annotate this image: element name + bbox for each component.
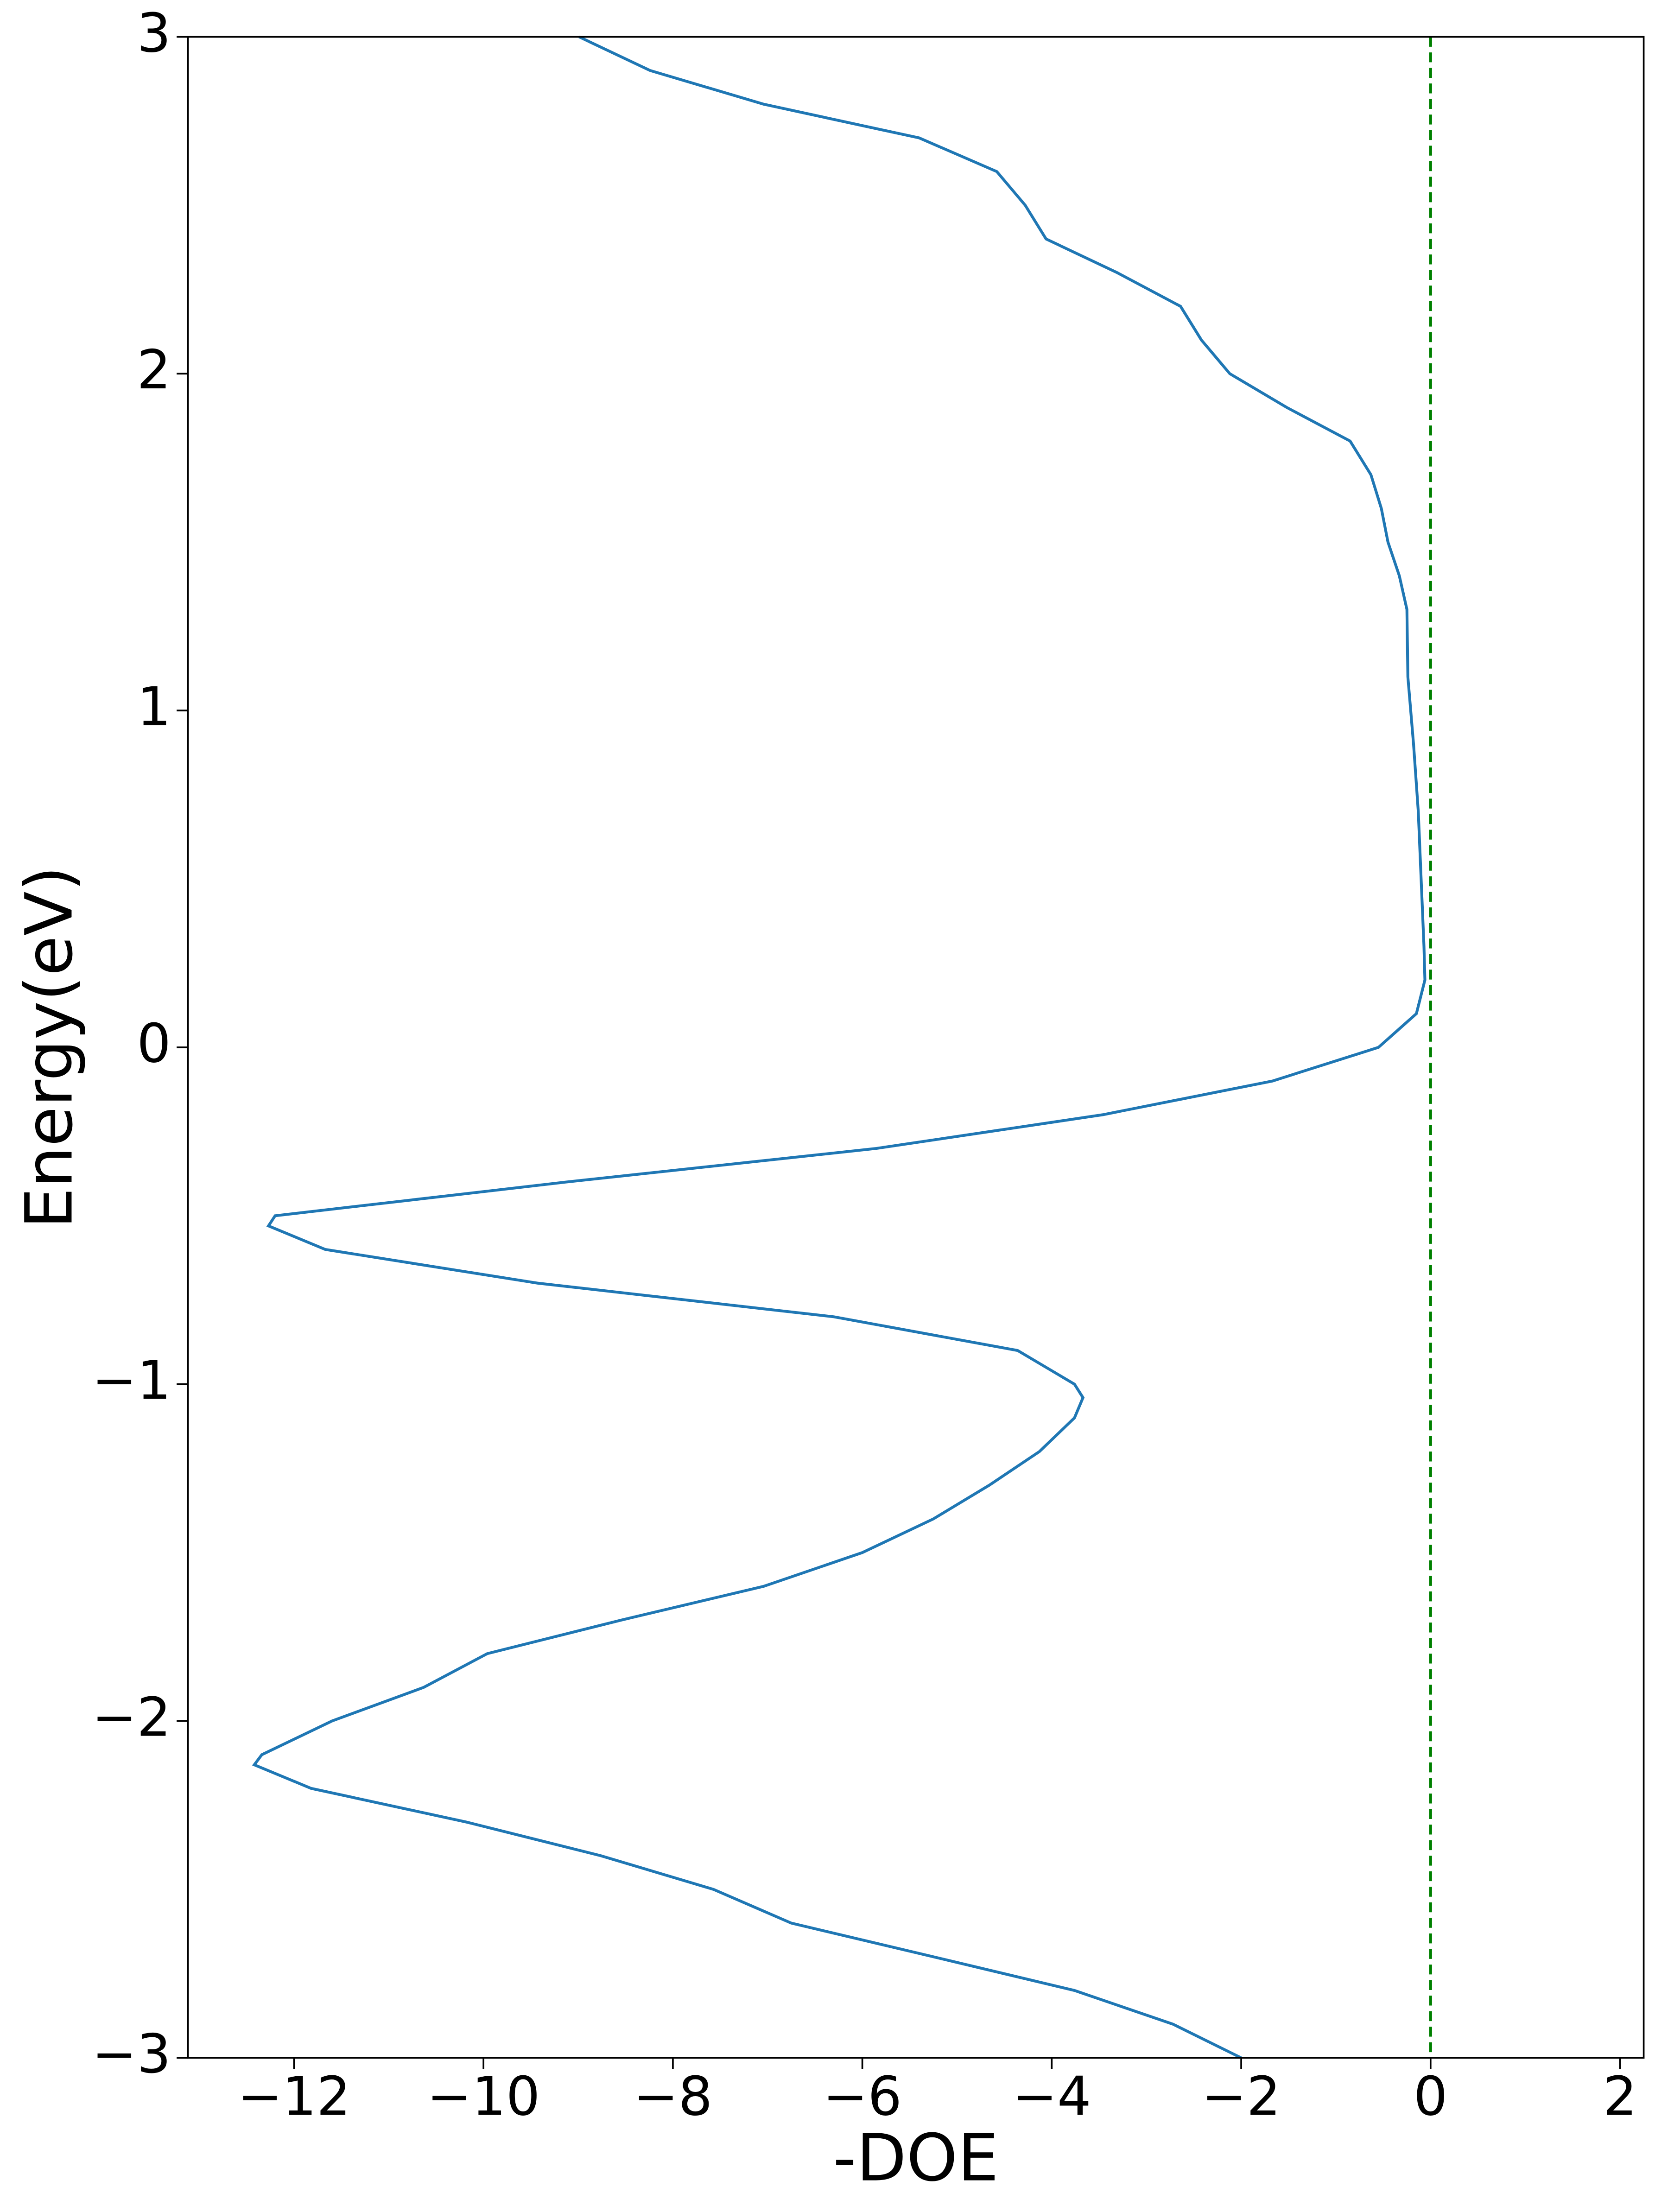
x-tick-label: −12: [237, 2066, 351, 2128]
plot-frame: [187, 36, 1645, 2059]
x-tick-label: 2: [1603, 2066, 1637, 2128]
y-tick-label: 0: [137, 1013, 171, 1075]
x-tick-label: −6: [823, 2066, 902, 2128]
dos-line: [252, 35, 1427, 2060]
y-tick-label: −3: [92, 2023, 171, 2085]
y-tick-label: 1: [137, 676, 171, 738]
x-tick-label: −4: [1012, 2066, 1091, 2128]
y-tick-label: 2: [137, 339, 171, 401]
x-tick-label: −8: [633, 2066, 712, 2128]
y-tick-label: −2: [92, 1686, 171, 1749]
y-axis-label: Energy(eV): [12, 866, 87, 1229]
x-tick-label: −10: [427, 2066, 540, 2128]
x-tick-label: −2: [1202, 2066, 1281, 2128]
x-axis-label: -DOE: [833, 2121, 999, 2196]
y-tick-label: −1: [92, 1349, 171, 1412]
x-tick-label: 0: [1414, 2066, 1448, 2128]
y-tick-label: 3: [137, 2, 171, 64]
